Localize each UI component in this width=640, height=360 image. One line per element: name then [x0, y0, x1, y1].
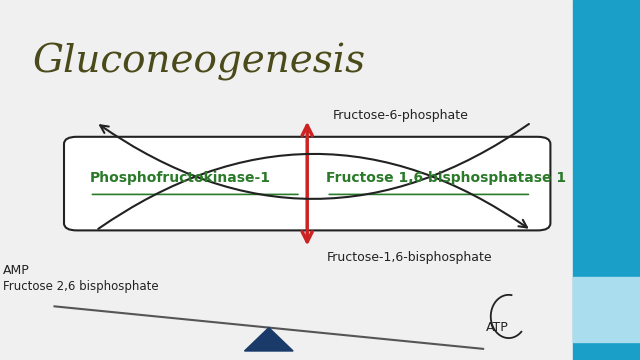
- FancyBboxPatch shape: [64, 137, 550, 230]
- Text: Phosphofructokinase-1: Phosphofructokinase-1: [90, 171, 271, 185]
- Text: Fructose-1,6-bisphosphate: Fructose-1,6-bisphosphate: [326, 251, 492, 264]
- FancyArrowPatch shape: [100, 124, 529, 199]
- Text: AMP: AMP: [3, 264, 30, 277]
- Bar: [573, 0, 640, 360]
- Bar: [573, 277, 640, 342]
- Text: Fructose-6-phosphate: Fructose-6-phosphate: [333, 109, 468, 122]
- Text: Gluconeogenesis: Gluconeogenesis: [32, 43, 365, 81]
- Polygon shape: [244, 328, 293, 351]
- Text: Fructose 2,6 bisphosphate: Fructose 2,6 bisphosphate: [3, 280, 159, 293]
- Text: ATP: ATP: [486, 321, 509, 334]
- Text: Fructose 1,6 bisphosphatase 1: Fructose 1,6 bisphosphatase 1: [326, 171, 566, 185]
- FancyArrowPatch shape: [99, 154, 527, 229]
